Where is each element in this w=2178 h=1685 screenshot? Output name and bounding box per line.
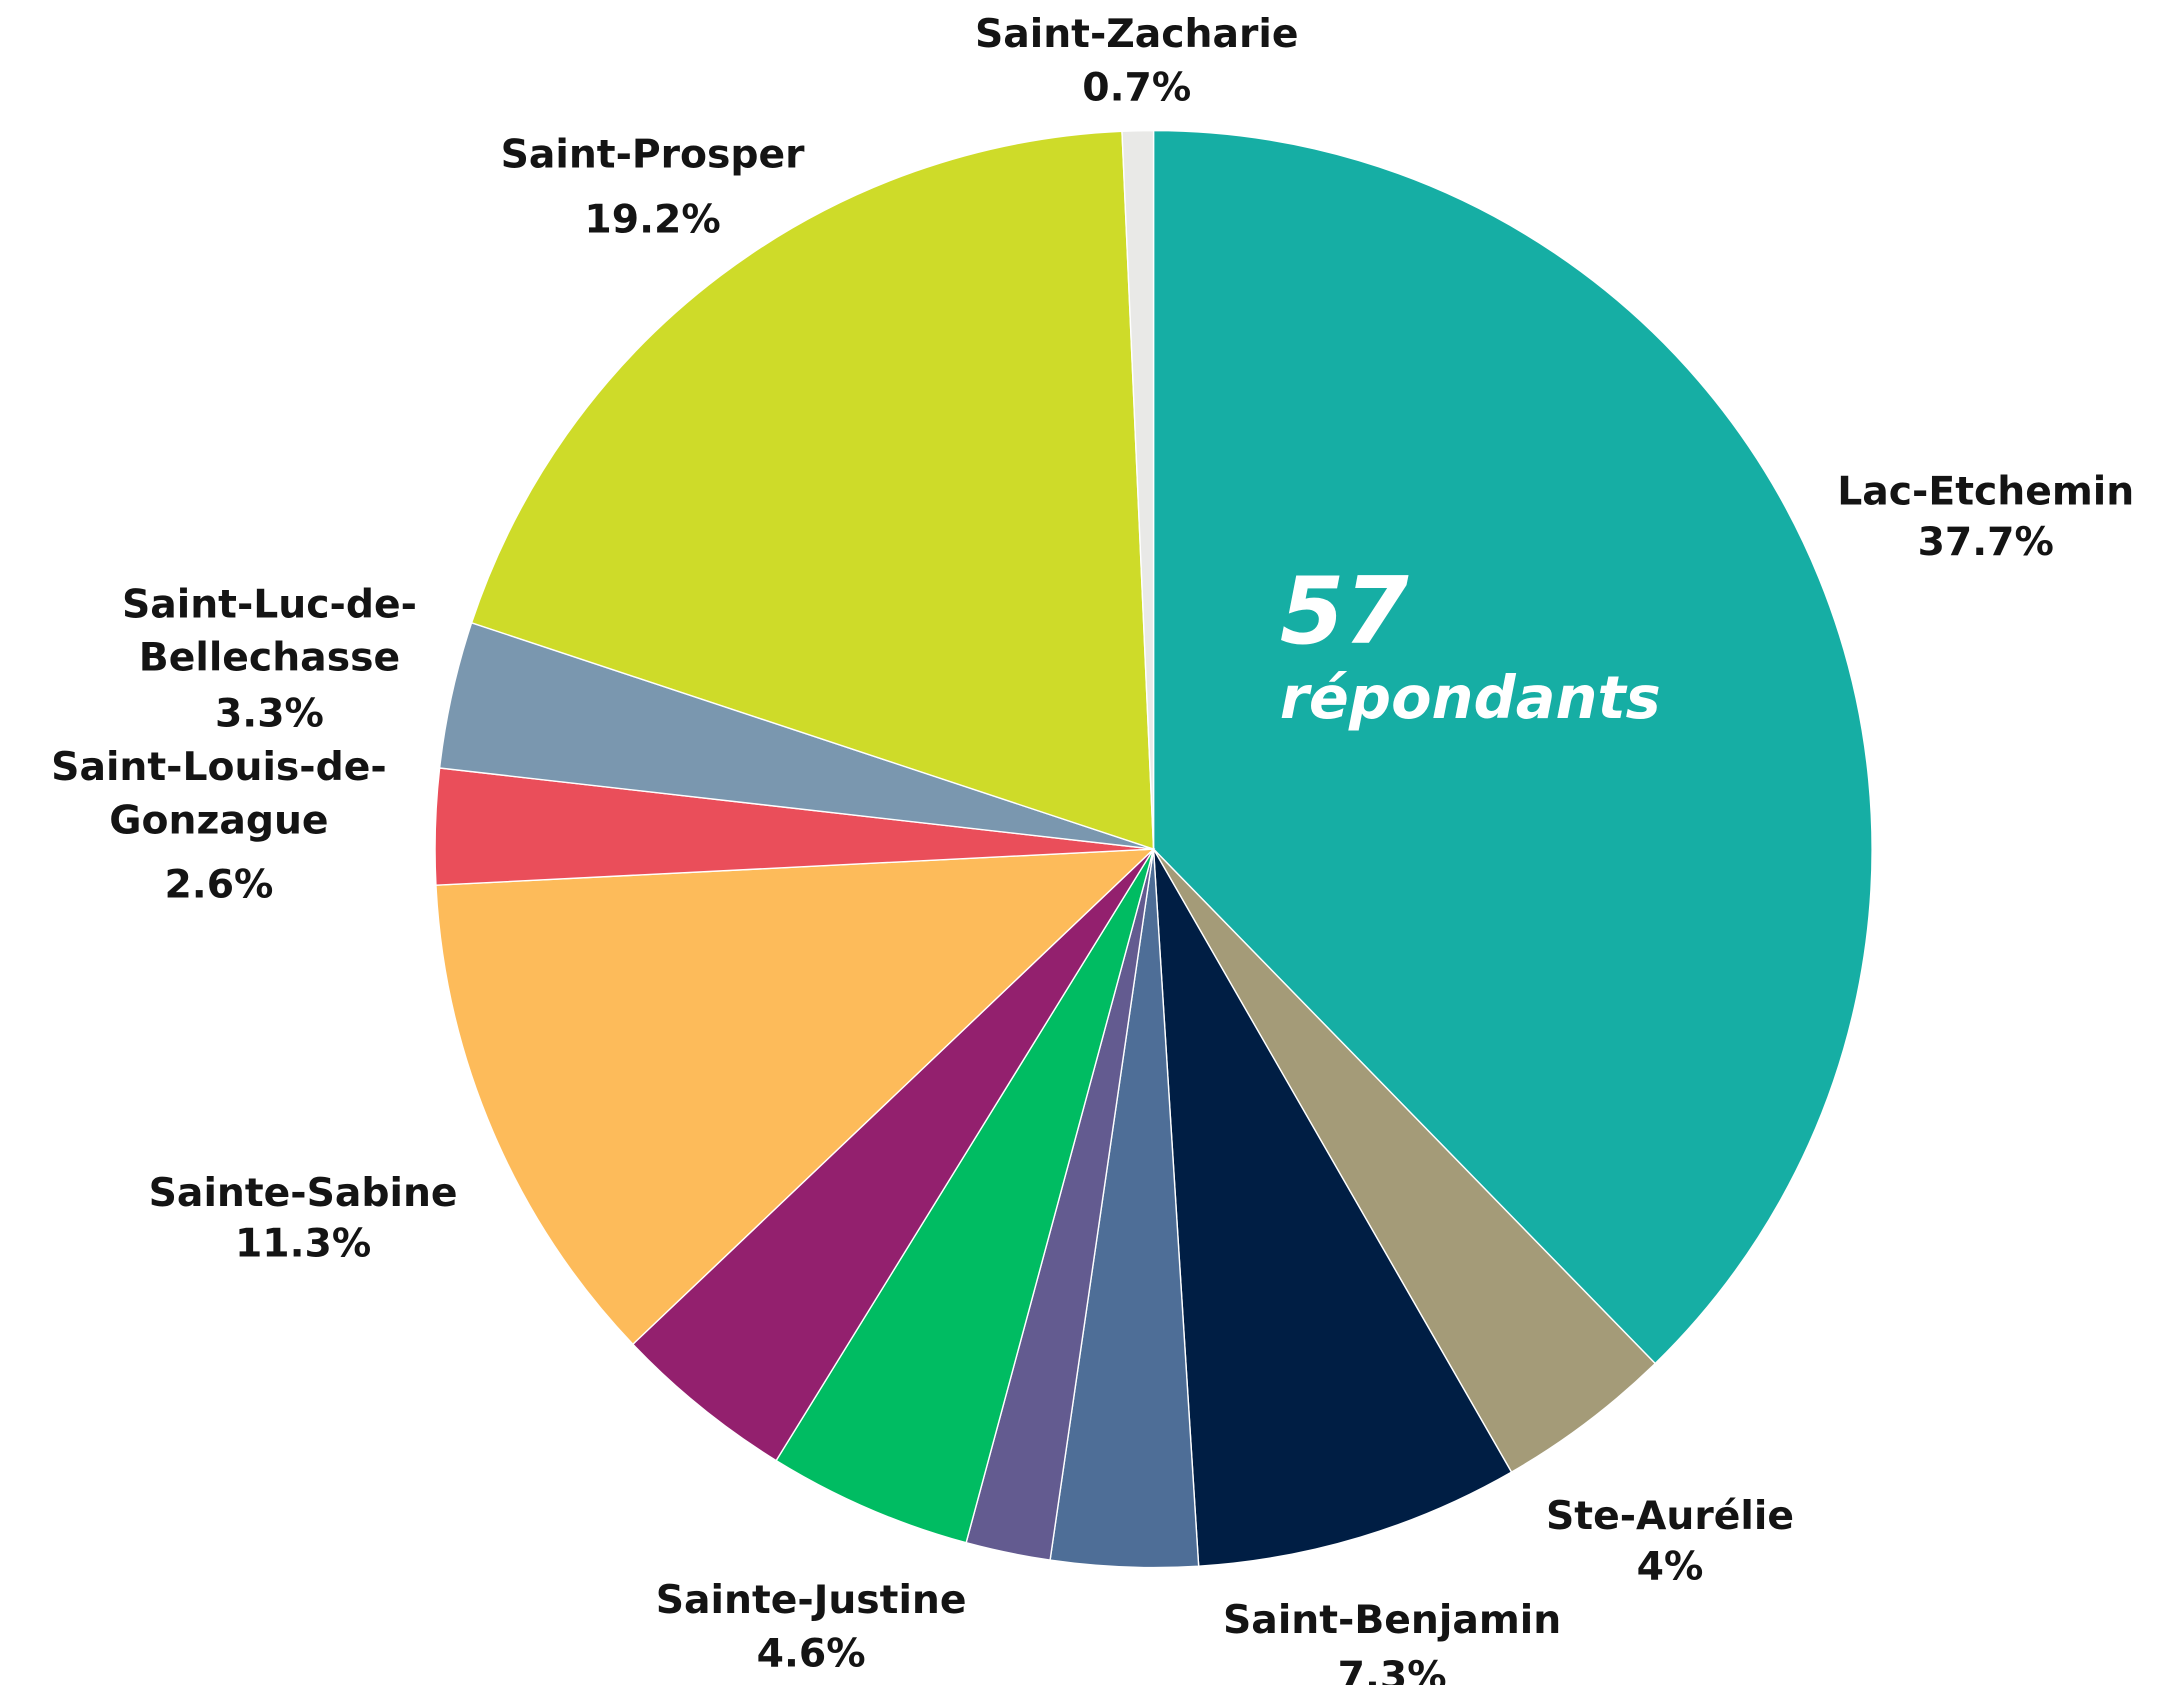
center-caption: répondants [1280, 663, 1661, 732]
slice-label: Sainte-Justine [656, 1578, 967, 1623]
value-label: 11.3% [235, 1222, 371, 1267]
slice-label: Saint-Prosper [501, 133, 806, 178]
slice-label: Saint-Benjamin [1223, 1598, 1561, 1643]
slice [1152, 848, 1513, 1567]
slice [1152, 848, 1657, 1474]
slice [631, 848, 1155, 1462]
slice-label: Sainte-Sabine [149, 1171, 458, 1216]
value-label: 2.6% [164, 862, 273, 907]
value-label: 0.7% [1082, 65, 1191, 110]
slice [1152, 129, 1873, 1365]
slices [434, 129, 1873, 1569]
label-line: Saint-Luc-de- [122, 582, 417, 627]
value-label: 3.3% [215, 691, 324, 736]
slice-label: Ste-Aurélie [1546, 1494, 1794, 1539]
value-label: 7.3% [1338, 1654, 1447, 1685]
slice-label: Saint-Louis-de- Gonzague [51, 745, 387, 843]
label-line: Bellechasse [139, 635, 400, 680]
value-label: 37.7% [1918, 520, 2054, 565]
center-number: 57 [1280, 557, 1409, 665]
value-label: 4.6% [757, 1632, 866, 1677]
value-label: 19.2% [584, 197, 720, 242]
value-label: 4% [1637, 1545, 1704, 1590]
label-line: Gonzague [109, 798, 328, 843]
slice-label: Saint-Luc-de- Bellechasse [122, 582, 417, 680]
slice-label: Lac-Etchemin [1837, 470, 2134, 515]
slice-label: Saint-Zacharie [975, 12, 1299, 57]
slice [775, 848, 1155, 1544]
slice [1121, 129, 1155, 850]
label-line: Saint-Louis-de- [51, 745, 387, 790]
slice [435, 848, 1156, 1346]
slice [470, 130, 1155, 851]
